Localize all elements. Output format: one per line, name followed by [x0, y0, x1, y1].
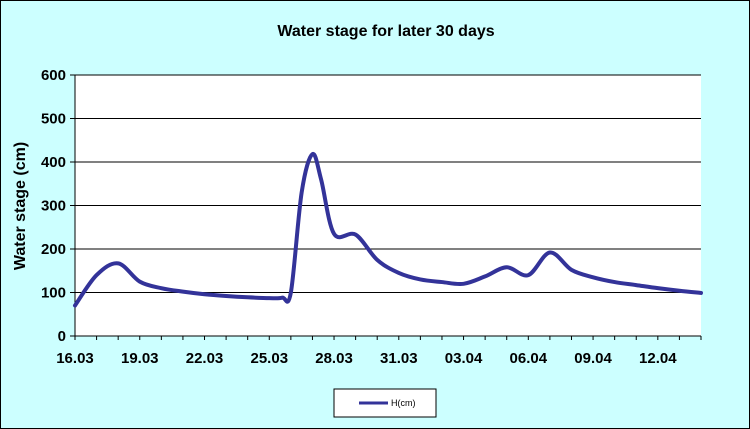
- x-tick-label: 31.03: [380, 350, 418, 367]
- y-axis-label: Water stage (cm): [12, 142, 29, 270]
- series-line-h-cm: [73, 152, 703, 308]
- y-tick-label: 400: [41, 154, 66, 171]
- x-tick-label: 03.04: [445, 350, 483, 367]
- x-tick-label: 22.03: [186, 350, 224, 367]
- x-tick-label: 19.03: [121, 350, 159, 367]
- x-tick-label: 25.03: [251, 350, 289, 367]
- y-tick-label: 200: [41, 241, 66, 258]
- y-tick-label: 500: [41, 111, 66, 128]
- legend: H(cm): [333, 388, 437, 418]
- plot-area: 0 100 200 300 400 500 600 16.03 19.03 22.03 25.03 2…: [41, 67, 703, 367]
- x-tick-label: 12.04: [639, 350, 677, 367]
- y-tick-label: 300: [41, 198, 66, 215]
- chart-title: Water stage for later 30 days: [277, 23, 494, 40]
- y-tick-label: 100: [41, 285, 66, 302]
- legend-label: H(cm): [391, 398, 416, 408]
- x-tick-label: 09.04: [574, 350, 612, 367]
- y-tick-label: 600: [41, 67, 66, 84]
- y-tick-label: 0: [58, 328, 66, 345]
- x-tick-label: 28.03: [315, 350, 353, 367]
- x-tick-label: 06.04: [510, 350, 548, 367]
- x-tick-label: 16.03: [56, 350, 94, 367]
